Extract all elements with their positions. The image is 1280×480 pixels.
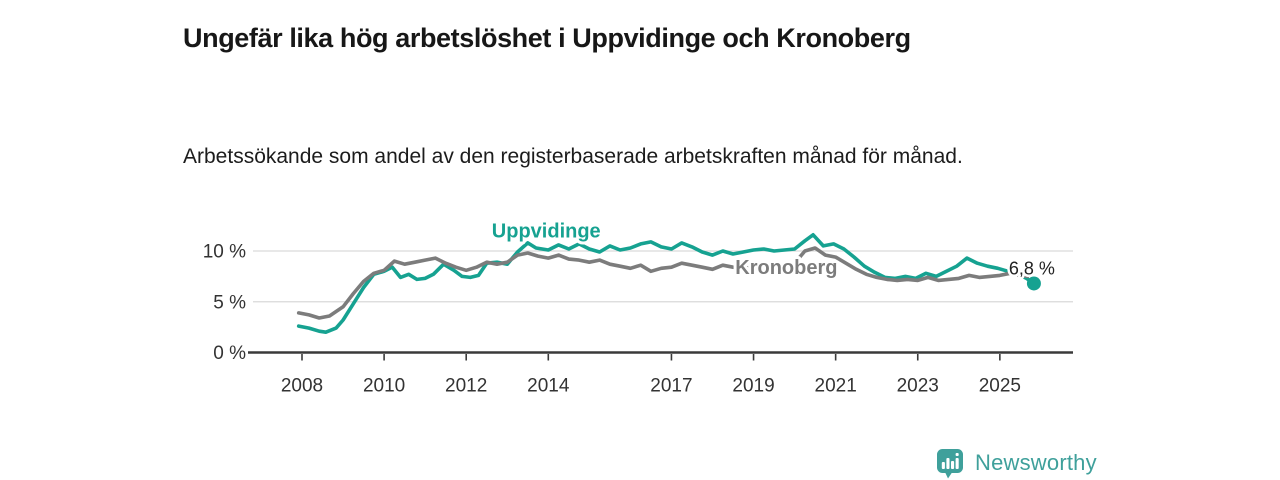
series-labels: Uppvidinge Kronoberg 6,8 %	[489, 217, 1058, 282]
x-tick-label: 2012	[445, 376, 487, 397]
brand-name: Newsworthy	[975, 450, 1097, 475]
page-title: Ungefär lika hög arbetslöshet i Uppvidin…	[183, 23, 911, 54]
series-label-uppvidinge: Uppvidinge	[492, 220, 601, 242]
y-tick-label: 5 %	[213, 292, 246, 313]
y-tick-label: 10 %	[203, 242, 246, 263]
end-point-dot	[1026, 276, 1041, 291]
newsworthy-logo-icon	[937, 448, 963, 478]
series-line-uppvidinge	[296, 233, 1036, 335]
series-lines	[296, 233, 1036, 335]
brand-lockup: Newsworthy	[936, 447, 1097, 479]
latest-value-dot	[1026, 276, 1041, 291]
x-axis: 2008 2010 2012 2014 2017 2019 2021 2023 2025	[248, 351, 1073, 397]
y-tick-label: 0 %	[213, 343, 246, 364]
y-axis-labels: 0 % 5 % 10 %	[203, 242, 246, 365]
page-subtitle: Arbetssökande som andel av den registerb…	[183, 145, 963, 168]
x-tick-label: 2014	[527, 376, 570, 397]
x-tick-label: 2017	[650, 376, 692, 397]
x-tick-label: 2010	[363, 376, 405, 397]
x-tick-label: 2019	[732, 376, 774, 397]
x-tick-label: 2021	[815, 376, 857, 397]
x-tick-label: 2025	[979, 376, 1021, 397]
gridlines	[253, 250, 1073, 303]
x-tick-label: 2008	[281, 376, 323, 397]
series-label-kronoberg: Kronoberg	[735, 257, 837, 279]
x-tick-label: 2023	[897, 376, 939, 397]
series-line-kronoberg	[296, 246, 1030, 320]
latest-value-label: 6,8 %	[1009, 259, 1055, 279]
